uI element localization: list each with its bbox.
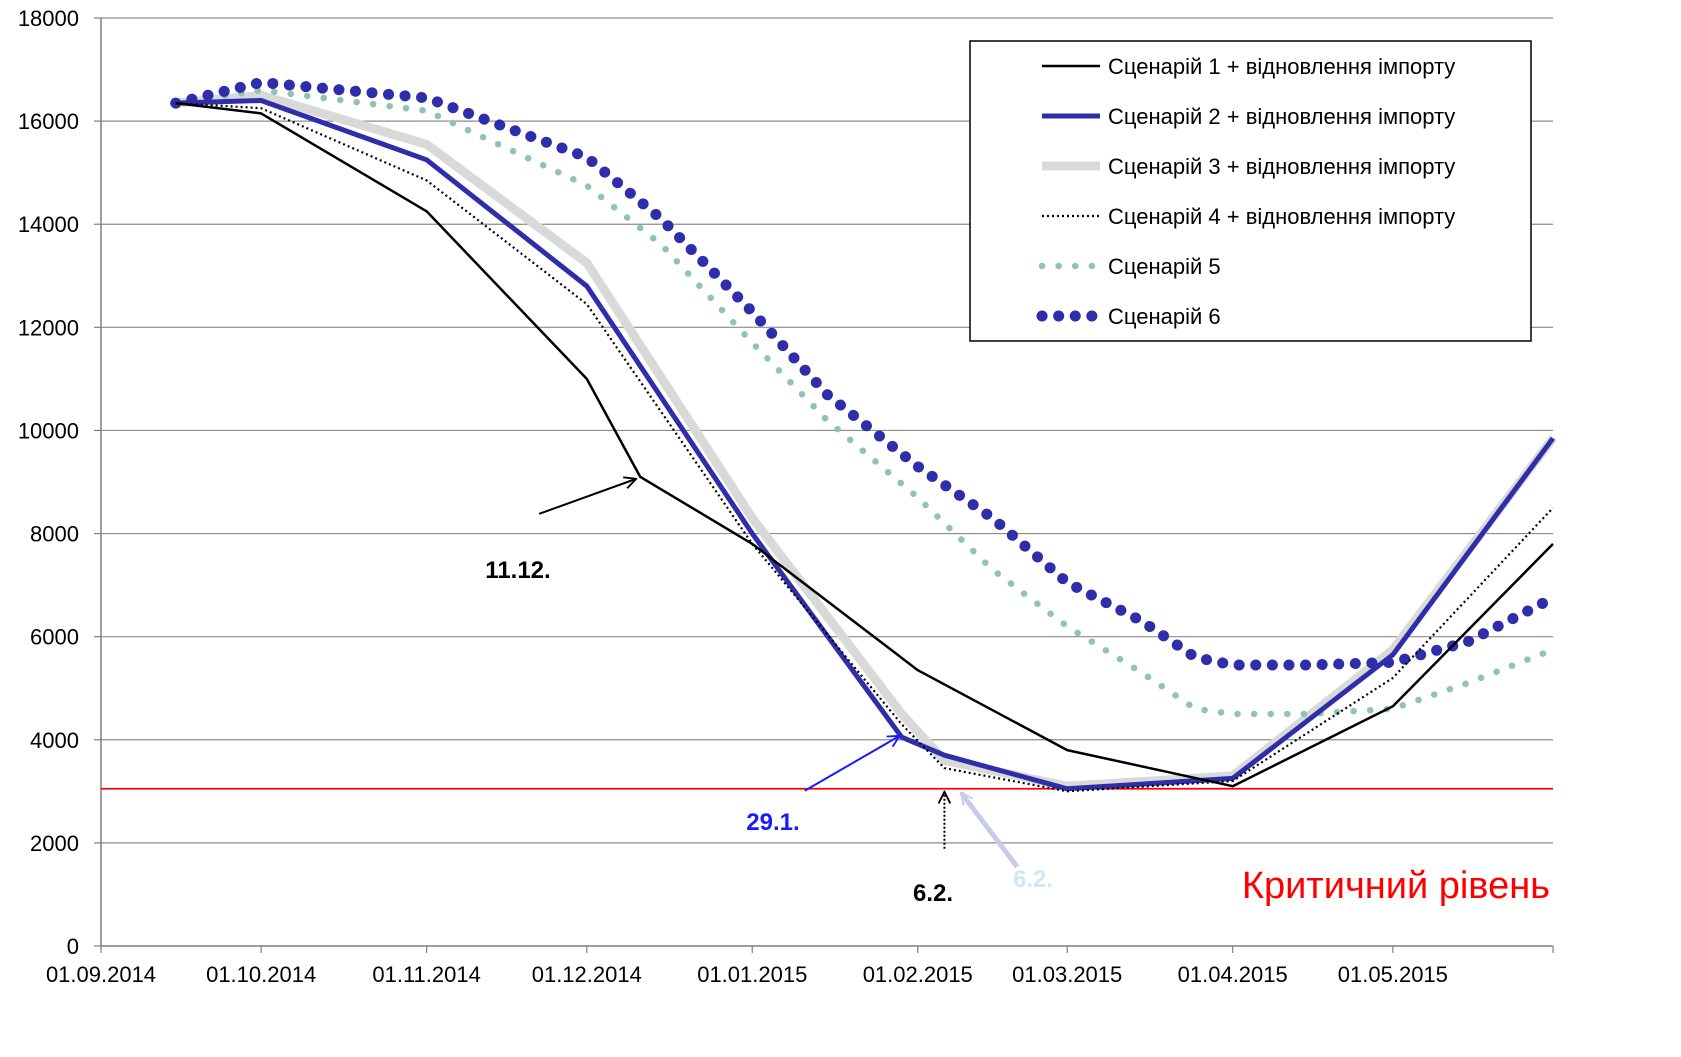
x-tick-label: 01.09.2014	[46, 962, 156, 987]
y-tick-label: 2000	[30, 831, 79, 856]
y-tick-label: 4000	[30, 728, 79, 753]
y-tick-label: 6000	[30, 625, 79, 650]
annotation-label: 29.1.	[746, 809, 799, 836]
x-tick-label: 01.04.2015	[1178, 962, 1288, 987]
x-tick-label: 01.10.2014	[206, 962, 316, 987]
legend-label: Сценарій 3 + відновлення імпорту	[1108, 154, 1455, 179]
x-tick-label: 01.05.2015	[1338, 962, 1448, 987]
annotation-label: 11.12.	[485, 557, 550, 584]
y-tick-label: 14000	[18, 212, 79, 237]
y-tick-label: 12000	[18, 315, 79, 340]
legend-label: Сценарій 1 + відновлення імпорту	[1108, 54, 1455, 79]
x-tick-label: 01.03.2015	[1012, 962, 1122, 987]
annotation-label: 6.2.	[913, 880, 953, 907]
x-tick-label: 01.01.2015	[697, 962, 807, 987]
y-axis-tick-labels: 0 2000 4000 6000 8000 10000 12000 14000 16000 180…	[18, 6, 101, 959]
y-tick-label: 10000	[18, 418, 79, 443]
legend: Сценарій 1 + відновлення імпорту Сценарій…	[970, 41, 1531, 341]
legend-label: Сценарій 6	[1108, 304, 1221, 329]
critical-level-label: Критичний рівень	[1242, 865, 1550, 907]
legend-label: Сценарій 2 + відновлення імпорту	[1108, 104, 1455, 129]
y-tick-label: 18000	[18, 6, 79, 31]
y-tick-label: 0	[67, 934, 79, 959]
legend-label: Сценарій 4 + відновлення імпорту	[1108, 204, 1455, 229]
x-tick-label: 01.11.2014	[372, 962, 480, 987]
x-tick-label: 01.02.2015	[863, 962, 973, 987]
annotation-arrow	[961, 793, 1017, 867]
annotation-arrow	[805, 736, 900, 791]
y-tick-label: 16000	[18, 109, 79, 134]
annotation-arrow	[539, 479, 636, 514]
x-tick-label: 01.12.2014	[532, 962, 642, 987]
legend-label: Сценарій 5	[1108, 254, 1221, 279]
y-tick-label: 8000	[30, 522, 79, 547]
annotation-label: 6.2.	[1013, 866, 1053, 893]
critical-level: Критичний рівень	[101, 789, 1553, 907]
legend-box	[970, 41, 1531, 341]
